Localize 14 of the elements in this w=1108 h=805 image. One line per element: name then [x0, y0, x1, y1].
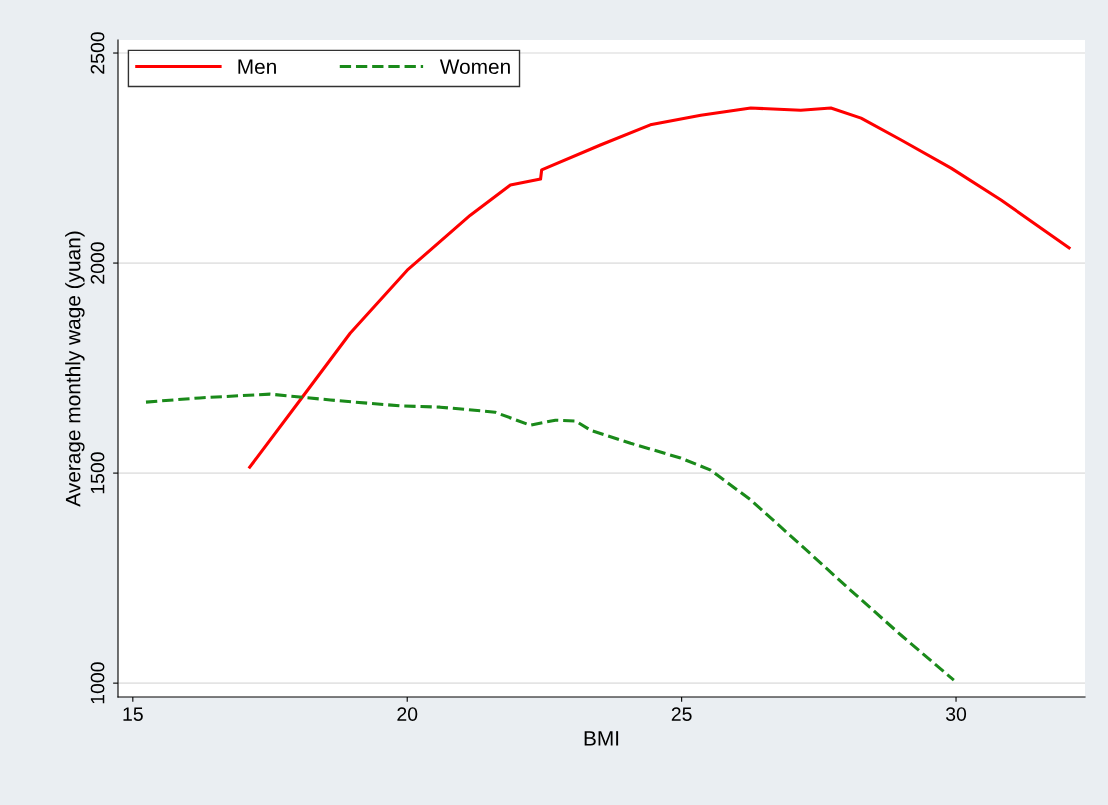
y-tick-label: 1500: [90, 452, 105, 494]
legend-label: Women: [439, 59, 510, 75]
line-series: [248, 106, 1071, 469]
x-axis-title: BMI: [584, 731, 619, 746]
line-series: [144, 392, 956, 682]
x-tick-label: 30: [945, 707, 967, 721]
y-tick-label: 2500: [90, 32, 105, 74]
x-tick-label: 25: [671, 707, 692, 721]
legend-label: Men: [238, 59, 276, 75]
y-tick-label: 2000: [90, 242, 105, 284]
x-tick-label: 20: [397, 707, 418, 721]
x-tick-label: 15: [123, 707, 143, 721]
y-tick-label: 1000: [90, 662, 105, 704]
y-axis-title: Average monthly wage (yuan): [65, 231, 85, 507]
